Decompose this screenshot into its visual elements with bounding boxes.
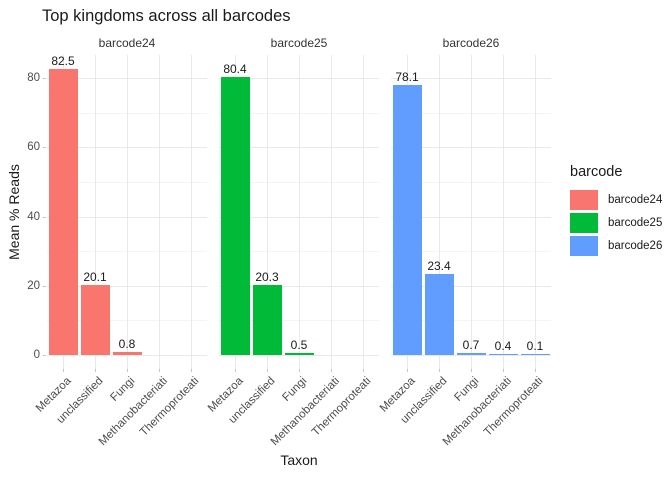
legend-swatch-barcode25 <box>570 213 598 233</box>
x-axis-title: Taxon <box>280 452 318 468</box>
legend-swatch-barcode26 <box>570 236 598 256</box>
y-tick-label: 80 <box>27 72 40 84</box>
x-tick-mark <box>407 369 408 372</box>
y-tick-label: 20 <box>27 279 40 292</box>
y-tick-mark <box>43 217 46 218</box>
y-tick-label: 0 <box>33 349 40 361</box>
panel-barcode24: Metazoa 82.5 unclassified 20.1 Fungi 0.8 Metha… <box>34 54 207 448</box>
gridline-vertical <box>535 55 536 369</box>
bar-barcode26-unclassified <box>424 274 454 355</box>
x-category-label-text: Thermoproteati <box>481 375 546 439</box>
x-tick-mark <box>331 369 332 372</box>
gridline-vertical <box>267 55 268 369</box>
gridline-vertical <box>331 55 332 369</box>
bar-barcode25-Fungi <box>284 353 314 355</box>
gridline-vertical <box>439 55 440 369</box>
bar-barcode24-unclassified <box>80 285 110 355</box>
bar-value-label: 0.5 <box>290 338 308 352</box>
x-category-label-text: Thermoproteati <box>309 375 374 439</box>
x-tick-mark <box>471 369 472 372</box>
gridline-vertical <box>191 55 192 369</box>
bar-barcode26-Metazoa <box>392 85 422 355</box>
legend-label: barcode26 <box>608 240 663 252</box>
gridline-vertical <box>95 55 96 369</box>
y-tick-label: 60 <box>27 141 40 154</box>
bar-value-label: 23.4 <box>427 259 451 273</box>
gridline-vertical <box>127 55 128 369</box>
bar-value-label: 0.1 <box>526 339 544 353</box>
bar-value-label: 0.4 <box>494 339 512 353</box>
panel-barcode26: Metazoa 78.1 unclassified 23.4 Fungi 0.7 Metha… <box>378 55 551 448</box>
panel-barcode25: Metazoa 80.4 unclassified 20.3 Fungi 0.5 Metha… <box>206 55 379 448</box>
legend-item-barcode26: barcode26 <box>570 236 662 256</box>
x-tick-mark <box>159 369 160 372</box>
x-category-label-text: Fungi <box>280 375 310 404</box>
bar-value-label: 82.5 <box>51 54 75 68</box>
x-tick-mark <box>535 369 536 372</box>
bar-value-label: 0.8 <box>118 337 136 351</box>
gridline-vertical <box>363 55 364 369</box>
facet-strip-label: barcode24 <box>98 36 156 50</box>
legend-item-barcode24: barcode24 <box>570 190 662 210</box>
legend-label: barcode24 <box>608 194 663 206</box>
bar-barcode25-unclassified <box>252 285 282 355</box>
legend: barcode barcode24 barcode25 barcode26 <box>570 164 662 259</box>
legend-label: barcode25 <box>608 217 663 229</box>
bar-barcode24-Fungi <box>112 352 142 355</box>
plot-title: Top kingdoms across all barcodes <box>42 7 291 25</box>
y-tick-mark <box>43 355 46 356</box>
facet-strip-label: barcode25 <box>270 36 328 50</box>
bar-value-label: 20.3 <box>255 270 279 284</box>
legend-item-barcode25: barcode25 <box>570 213 662 233</box>
x-tick-mark <box>235 369 236 372</box>
gridline-vertical <box>503 55 504 369</box>
legend-title: barcode <box>570 164 623 180</box>
x-category-label-text: Fungi <box>108 375 138 404</box>
x-tick-mark <box>503 369 504 372</box>
x-category-label-text: Thermoproteati <box>137 375 202 439</box>
bar-value-label: 0.7 <box>462 338 480 352</box>
x-tick-mark <box>439 369 440 372</box>
bar-barcode26-Methanobacteriati <box>488 354 518 355</box>
bar-barcode25-Metazoa <box>220 77 250 355</box>
bar-barcode26-Fungi <box>456 353 486 355</box>
x-category-label-text: Fungi <box>452 375 482 404</box>
gridline-vertical <box>159 55 160 369</box>
gridline-vertical <box>471 55 472 369</box>
x-tick-mark <box>95 369 96 372</box>
bar-barcode24-Metazoa <box>48 69 78 355</box>
x-tick-mark <box>363 369 364 372</box>
bar-value-label: 78.1 <box>395 70 419 84</box>
y-tick-mark <box>43 78 46 79</box>
facet-strip-label: barcode26 <box>442 36 500 50</box>
x-tick-mark <box>127 369 128 372</box>
x-tick-mark <box>299 369 300 372</box>
x-tick-mark <box>191 369 192 372</box>
y-tick-mark <box>43 286 46 287</box>
legend-items: barcode24 barcode25 barcode26 <box>570 190 662 256</box>
x-tick-mark <box>267 369 268 372</box>
legend-swatch-barcode24 <box>570 190 598 210</box>
y-tick-mark <box>43 147 46 148</box>
x-tick-mark <box>63 369 64 372</box>
gridline-vertical <box>299 55 300 369</box>
bar-value-label: 20.1 <box>83 270 107 284</box>
bar-barcode26-Thermoproteati <box>520 354 550 355</box>
y-tick-label: 40 <box>27 210 40 223</box>
bar-value-label: 80.4 <box>223 62 247 76</box>
